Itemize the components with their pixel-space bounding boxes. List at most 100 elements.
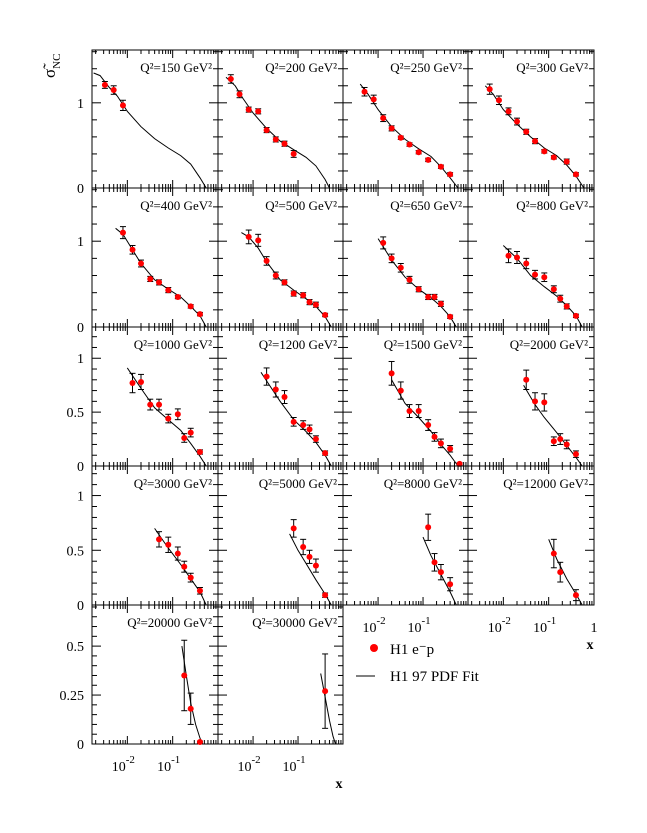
data-point [380, 239, 387, 246]
data-point [388, 370, 395, 377]
data-point [312, 436, 319, 443]
panel-q2-label: Q²=200 GeV² [265, 60, 337, 75]
y-tick-label: 1 [77, 490, 84, 505]
data-point [431, 433, 438, 440]
x-tick-label: 10-1 [407, 615, 430, 636]
panel: Q²=5000 GeV² [217, 465, 344, 606]
panel-q2-label: Q²=150 GeV² [140, 60, 212, 75]
data-point [281, 279, 288, 286]
data-point [187, 574, 194, 581]
data-point [486, 86, 493, 93]
data-point [101, 81, 108, 88]
y-tick-label: 1 [77, 352, 84, 367]
data-point [541, 148, 548, 155]
data-point [156, 536, 163, 543]
x-axis-title: x [587, 638, 594, 653]
data-point [532, 398, 539, 405]
data-point [447, 313, 454, 320]
x-tick-label: 1 [591, 621, 598, 636]
y-axis-title: σ̃NC [40, 54, 63, 78]
panel: Q²=20000 GeV² 0 0.25 0.5 [60, 604, 219, 753]
panel: Q²=3000 GeV² 0 0.5 1 [67, 465, 219, 614]
data-point [272, 272, 279, 279]
panel-q2-label: Q²=2000 GeV² [510, 337, 588, 352]
data-point [272, 386, 279, 393]
fit-curve [377, 238, 457, 328]
data-point [563, 158, 570, 165]
panel: Q²=650 GeV² [342, 187, 469, 328]
data-point [563, 441, 570, 448]
data-point [557, 436, 564, 443]
data-point [110, 87, 117, 94]
panel: Q²=250 GeV² [342, 49, 469, 189]
fit-curve [260, 372, 332, 467]
data-point [137, 378, 144, 385]
data-point [263, 373, 270, 380]
data-point [437, 300, 444, 307]
data-point [312, 562, 319, 569]
data-point [300, 422, 307, 429]
data-point [165, 287, 172, 294]
data-point [406, 276, 413, 283]
panel-q2-label: Q²=20000 GeV² [127, 615, 212, 630]
fit-curve [115, 227, 207, 328]
data-point [300, 543, 307, 550]
panel-q2-label: Q²=250 GeV² [390, 60, 462, 75]
data-point [532, 138, 539, 145]
panel: Q²=1000 GeV² 0 0.5 1 [67, 326, 219, 475]
panel: Q²=200 GeV² [217, 49, 344, 189]
data-point [255, 237, 262, 244]
data-point [523, 128, 530, 135]
data-point [406, 141, 413, 148]
panel: Q²=500 GeV² [217, 187, 344, 328]
data-point [181, 672, 188, 679]
data-point [572, 592, 579, 599]
data-point [196, 448, 203, 455]
data-point [245, 106, 252, 113]
data-point [245, 233, 252, 240]
legend-marker-dot [370, 644, 378, 652]
data-point [174, 293, 181, 300]
data-point [322, 592, 329, 599]
y-tick-label: 0.5 [67, 544, 85, 559]
data-point [523, 376, 530, 383]
y-tick-label: 0 [77, 599, 84, 614]
fit-curve [391, 379, 459, 467]
data-point [281, 140, 288, 147]
panel: Q²=150 GeV² 0 1 [77, 49, 219, 197]
fit-curve [320, 673, 336, 745]
data-point [129, 246, 136, 253]
data-point [572, 171, 579, 178]
data-point [165, 415, 172, 422]
data-point [425, 156, 432, 163]
y-tick-label: 0.5 [67, 406, 85, 421]
panel: Q²=400 GeV² 0 1 [77, 187, 219, 336]
y-tick-label: 0.5 [67, 640, 85, 655]
data-point [563, 303, 570, 310]
data-point [572, 451, 579, 458]
data-point [272, 136, 279, 143]
data-point [290, 150, 297, 157]
y-tick-label: 1 [77, 235, 84, 250]
data-point [388, 255, 395, 262]
panel-q2-label: Q²=5000 GeV² [259, 476, 337, 491]
data-point [557, 569, 564, 576]
data-point [236, 91, 243, 98]
data-point [541, 274, 548, 281]
data-point [380, 115, 387, 122]
legend-label-data: H1 e⁻p [390, 642, 434, 658]
data-point [550, 438, 557, 445]
data-point [196, 311, 203, 318]
y-tick-label: 1 [77, 97, 84, 112]
panel: Q²=12000 GeV² [467, 465, 595, 606]
data-point [119, 102, 126, 109]
data-point [147, 401, 154, 408]
data-point [415, 149, 422, 156]
data-point [181, 434, 188, 441]
data-point [541, 399, 548, 406]
fit-curve [93, 72, 207, 189]
data-point [196, 739, 203, 746]
panel-q2-label: Q²=300 GeV² [516, 60, 588, 75]
panel: Q²=300 GeV² [467, 49, 595, 189]
